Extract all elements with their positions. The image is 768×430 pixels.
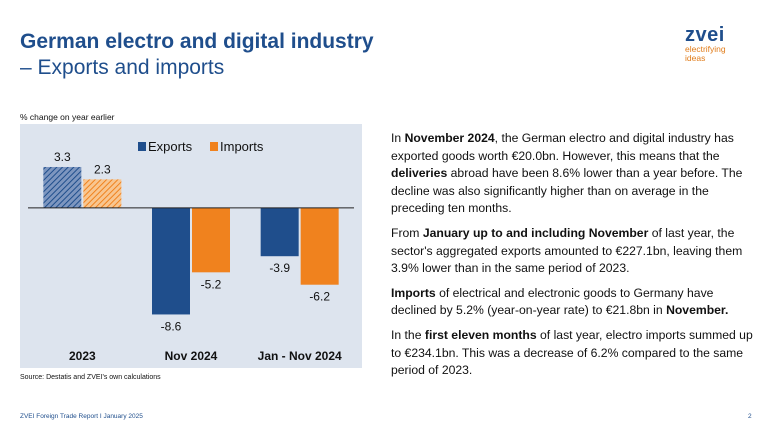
text-run: deliveries <box>391 166 448 181</box>
slide-subtitle: – Exports and imports <box>20 56 225 79</box>
bar-group <box>43 166 339 315</box>
text-run: November 2024 <box>404 131 495 145</box>
bar-imports-0 <box>83 179 122 208</box>
logo-wordmark: zvei <box>685 24 725 46</box>
text-run: In the <box>391 327 425 342</box>
page-number: 2 <box>748 413 752 420</box>
legend: Exports Imports <box>138 139 264 154</box>
text-run: In <box>391 131 405 145</box>
bar-exports-0 <box>43 166 82 208</box>
category-label-2: Jan - Nov 2024 <box>258 349 342 363</box>
paragraph-november-exports: In November 2024, the German electro and… <box>391 130 756 218</box>
label-group: 3.3 2.3 2023 -8.6 -5.2 Nov 2024 -3.9 -6.2 Jan - … <box>54 150 342 363</box>
chart-unit-note: % change on year earlier <box>20 112 115 122</box>
text-run: of electrical and electronic goods to Ge… <box>391 285 714 318</box>
legend-label-imports: Imports <box>220 139 264 154</box>
chart-source: Source: Destatis and ZVEI's own calculat… <box>20 374 161 381</box>
bar-exports-1 <box>152 207 190 315</box>
data-label-exports-2: -3.9 <box>269 261 290 275</box>
paragraph-november-imports: Imports of electrical and electronic goo… <box>391 285 756 320</box>
text-run: From <box>391 225 423 240</box>
data-label-imports-0: 2.3 <box>94 162 111 176</box>
text-run: Imports <box>391 285 436 300</box>
text-run: January up to and including November <box>422 225 649 240</box>
category-label-0: 2023 <box>69 349 96 363</box>
text-run: , the German electro and digital industr… <box>391 131 734 163</box>
data-label-imports-2: -6.2 <box>309 290 330 304</box>
paragraph-jan-nov-exports: From January up to and including Novembe… <box>391 225 756 278</box>
bar-exports-2 <box>260 207 299 257</box>
footer-report-name: ZVEI Foreign Trade Report I January 2025 <box>20 413 143 420</box>
legend-label-exports: Exports <box>148 139 193 154</box>
logo-tagline-2: ideas <box>685 53 706 63</box>
bar-imports-2 <box>300 207 339 285</box>
chart-container: 3.3 2.3 2023 -8.6 -5.2 Nov 2024 -3.9 -6.2 Jan - … <box>20 124 362 368</box>
data-label-imports-1: -5.2 <box>201 277 222 291</box>
data-label-exports-1: -8.6 <box>161 319 182 333</box>
text-run: abroad have been 8.6% lower than a year … <box>391 166 743 216</box>
legend-swatch-exports <box>138 142 146 151</box>
category-label-1: Nov 2024 <box>165 349 218 363</box>
slide-title: German electro and digital industry <box>20 30 374 53</box>
zvei-logo: zvei electrifying ideas <box>685 25 755 63</box>
commentary-text: In November 2024, the German electro and… <box>391 130 756 387</box>
text-run: first eleven months <box>424 327 537 342</box>
text-run: of last year, the sector's aggregated ex… <box>391 225 743 276</box>
data-label-exports-0: 3.3 <box>54 150 71 164</box>
text-run: November. <box>666 303 729 318</box>
bar-chart: 3.3 2.3 2023 -8.6 -5.2 Nov 2024 -3.9 -6.2 Jan - … <box>20 124 362 368</box>
logo-tagline-1: electrifying <box>685 44 726 54</box>
bar-imports-1 <box>192 207 230 273</box>
text-run: of last year, electro imports summed up … <box>391 327 753 378</box>
paragraph-jan-nov-imports: In the first eleven months of last year,… <box>391 327 756 380</box>
legend-swatch-imports <box>210 142 218 151</box>
